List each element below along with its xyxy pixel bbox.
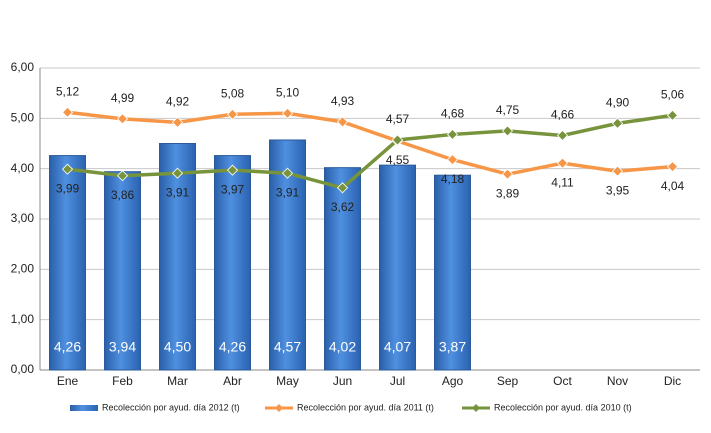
x-tick-label: Oct [553,374,572,388]
bar [49,155,86,371]
y-tick-label: 2,00 [11,262,35,276]
marker [391,134,404,146]
data-label: 4,93 [331,94,355,108]
marker [281,167,294,179]
marker [666,109,679,121]
legend-swatch [70,405,98,411]
marker [116,170,129,182]
data-label: 4,57 [386,112,410,126]
data-label: 4,66 [551,108,575,122]
legend-label: Recolección por ayud. día 2011 (t) [297,402,434,412]
line [67,113,673,190]
data-label: 4,18 [441,172,465,186]
marker [446,128,459,141]
bar-label: 4,50 [164,339,191,355]
x-tick-label: Nov [607,374,628,388]
data-label: 4,99 [111,91,135,105]
data-label: 4,68 [441,107,465,121]
x-tick-label: Mar [167,374,188,388]
bar-label: 4,07 [384,339,411,355]
marker [336,116,349,128]
bar [104,171,141,371]
x-tick-label: Dic [664,374,681,388]
data-label: 5,08 [221,86,245,100]
data-label: 3,91 [276,185,300,199]
marker [556,129,569,142]
marker [611,117,624,129]
x-tick-label: Jun [333,374,352,388]
x-tick-label: Ago [442,374,464,388]
x-tick-label: Ene [57,374,79,388]
x-tick-label: Jul [390,374,405,388]
data-label: 4,11 [551,175,574,189]
bar-label: 3,94 [109,339,136,355]
marker [281,107,294,119]
marker [226,108,239,120]
marker [116,113,129,125]
data-label: 3,97 [221,182,245,196]
legend-label: Recolección por ayud. día 2010 (t) [494,402,632,412]
data-label: 3,99 [56,181,80,195]
x-tick-label: May [276,374,299,388]
legend-marker [472,404,480,412]
marker [611,165,624,177]
bar-label: 4,02 [329,339,356,355]
line [67,110,673,176]
bar [379,164,416,371]
data-label: 4,90 [606,96,630,110]
marker [171,116,184,128]
data-label: 3,95 [606,183,630,197]
marker [501,125,514,137]
data-label: 5,10 [276,85,300,99]
x-tick-label: Feb [112,374,133,388]
y-tick-label: 4,00 [11,161,35,175]
x-tick-label: Abr [223,374,242,388]
data-label: 4,92 [166,95,190,109]
x-tick-label: Sep [497,374,519,388]
y-tick-label: 3,00 [11,211,35,225]
marker [171,167,184,179]
bar [214,155,251,371]
bar-label: 4,26 [219,339,246,355]
data-label: 4,04 [661,179,685,193]
data-label: 3,91 [166,185,190,199]
y-tick-label: 6,00 [11,60,35,74]
y-tick-label: 5,00 [11,111,35,125]
legend-label: Recolección por ayud. día 2012 (t) [102,402,240,412]
marker [446,154,459,166]
data-label: 4,55 [386,153,410,167]
y-tick-label: 1,00 [11,312,35,326]
bar [324,167,361,371]
legend-marker [275,404,283,412]
marker [666,161,679,173]
y-tick-label: 0,00 [11,362,35,376]
marker [336,182,349,194]
bar-label: 4,26 [54,339,81,355]
bar-label: 4,57 [274,339,301,355]
marker [556,157,569,169]
bar-label: 3,87 [439,339,466,355]
data-label: 5,06 [661,87,685,101]
data-label: 3,62 [331,200,355,214]
marker [61,163,74,175]
bar [159,143,196,371]
marker [226,164,239,176]
data-label: 3,89 [496,186,520,200]
data-label: 4,75 [496,103,520,117]
marker [501,168,514,180]
bar [434,174,471,371]
data-label: 3,86 [111,188,135,202]
data-label: 5,12 [56,84,80,98]
marker [61,106,74,118]
